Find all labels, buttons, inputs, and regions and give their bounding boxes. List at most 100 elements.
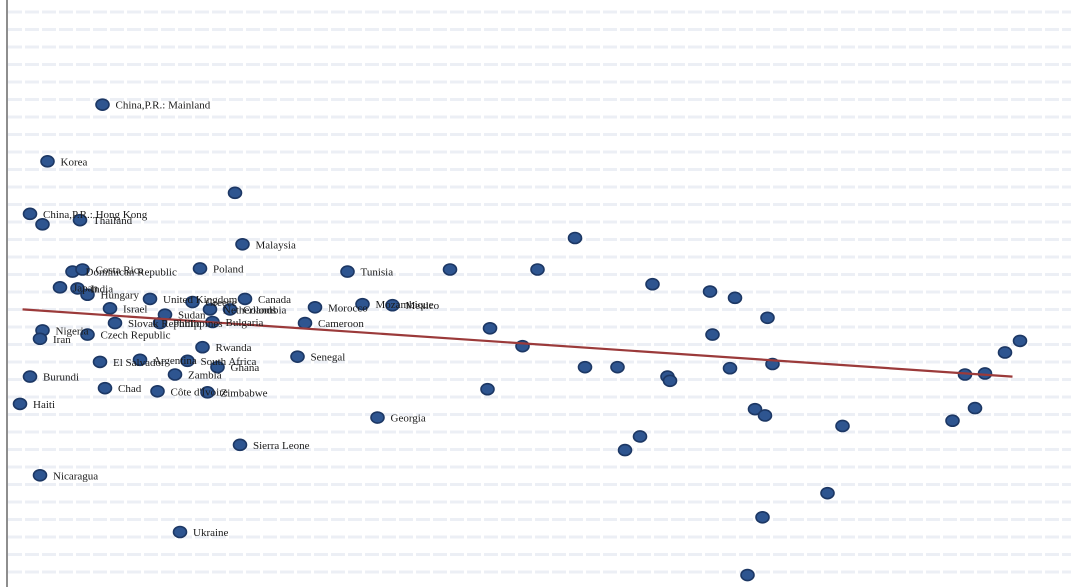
- point-label: Tunisia: [361, 267, 394, 279]
- point-label: Dominican Republic: [86, 267, 177, 279]
- data-point: [355, 297, 370, 311]
- point-label: El Salvador: [113, 357, 165, 369]
- data-point: [222, 303, 238, 316]
- point-label: Zimbabwe: [221, 387, 268, 399]
- point-label: South Africa: [201, 356, 257, 368]
- point-label: Thailand: [93, 215, 133, 227]
- point-label: Canada: [258, 294, 291, 306]
- point-label: Philippines: [173, 318, 223, 330]
- data-point: [32, 468, 48, 482]
- point-label: India: [91, 283, 114, 295]
- data-point: [35, 218, 50, 231]
- point-label: Costa Rica: [96, 265, 144, 277]
- data-point: [610, 360, 625, 374]
- data-point: [727, 291, 743, 305]
- data-point: [52, 281, 68, 294]
- data-point: [75, 263, 90, 276]
- data-point: [200, 386, 215, 399]
- data-point: [760, 311, 775, 325]
- point-label: Poland: [213, 263, 244, 275]
- data-point: [645, 277, 660, 291]
- data-point: [237, 292, 253, 306]
- data-point: [97, 381, 113, 395]
- point-label: Cameroon: [318, 318, 364, 330]
- point-label: Haiti: [33, 399, 55, 411]
- data-point: [297, 316, 313, 330]
- data-point: [370, 411, 385, 424]
- point-label: Georgia: [391, 413, 426, 425]
- data-point: [530, 263, 545, 276]
- point-label: Hungary: [101, 290, 140, 302]
- data-point: [755, 510, 770, 524]
- data-point: [617, 443, 633, 457]
- data-point: [12, 397, 28, 411]
- data-point: [210, 360, 225, 374]
- data-point: [192, 262, 208, 275]
- point-label: Chad: [118, 383, 142, 395]
- point-label: Japan: [73, 282, 99, 294]
- grid-lines: [8, 10, 1071, 574]
- point-label: Rwanda: [216, 342, 252, 354]
- data-point: [722, 361, 738, 375]
- point-label: Argentina: [153, 355, 197, 367]
- point-label: Sudan: [178, 310, 206, 322]
- data-point: [482, 321, 498, 335]
- data-point: [185, 295, 200, 309]
- data-point: [102, 302, 118, 315]
- data-point: [150, 384, 165, 398]
- point-label: Senegal: [311, 352, 346, 364]
- data-point: [1012, 334, 1028, 348]
- data-point: [142, 292, 158, 306]
- point-label: Israel: [123, 303, 147, 315]
- data-point: [80, 328, 95, 341]
- point-label: Ghana: [231, 362, 260, 374]
- point-label: Malaysia: [256, 239, 296, 251]
- point-label: Sierra Leone: [253, 440, 310, 452]
- data-point: [172, 525, 188, 539]
- data-point: [757, 409, 773, 422]
- data-point: [835, 419, 850, 433]
- data-point: [820, 486, 835, 500]
- data-point: [235, 238, 250, 251]
- data-points: [12, 98, 1028, 582]
- data-point: [577, 360, 593, 374]
- data-point: [480, 382, 495, 396]
- point-label: Ukraine: [193, 527, 229, 539]
- data-point: [702, 285, 718, 298]
- trend-line: [22, 308, 1013, 378]
- data-point: [107, 316, 123, 330]
- point-label: Colombia: [243, 304, 287, 316]
- data-point: [202, 303, 218, 316]
- data-point: [747, 402, 763, 416]
- point-label: United Kingdom: [163, 294, 238, 306]
- point-label: Greece: [206, 297, 237, 309]
- data-point: [662, 374, 678, 388]
- data-point: [32, 332, 48, 346]
- point-label: Mexico: [406, 300, 440, 312]
- data-point: [22, 370, 38, 383]
- data-point: [997, 346, 1013, 359]
- point-label: Burundi: [43, 372, 79, 384]
- point-label: Iran: [53, 334, 71, 346]
- data-point: [307, 300, 323, 314]
- data-point: [40, 155, 55, 168]
- point-label: Zambia: [188, 370, 222, 382]
- data-point: [290, 350, 305, 363]
- data-point: [340, 265, 355, 278]
- point-label: Bulgaria: [226, 317, 264, 329]
- data-point: [945, 414, 960, 428]
- point-labels: China,P.R.: Mainland Korea China,P.R.: Hon…: [33, 100, 440, 539]
- point-label: China,P.R.: Mainland: [116, 100, 211, 112]
- data-point: [195, 340, 210, 354]
- point-label: Netherlands: [223, 304, 276, 316]
- data-point: [705, 328, 720, 341]
- point-label: Czech Republic: [101, 330, 171, 342]
- data-point: [72, 213, 88, 227]
- point-label: Mozambique: [376, 299, 434, 311]
- point-label: Côte d'Ivoire: [171, 386, 228, 398]
- data-point: [95, 98, 110, 111]
- data-point: [632, 430, 648, 443]
- data-point: [70, 282, 85, 295]
- data-point: [227, 186, 243, 200]
